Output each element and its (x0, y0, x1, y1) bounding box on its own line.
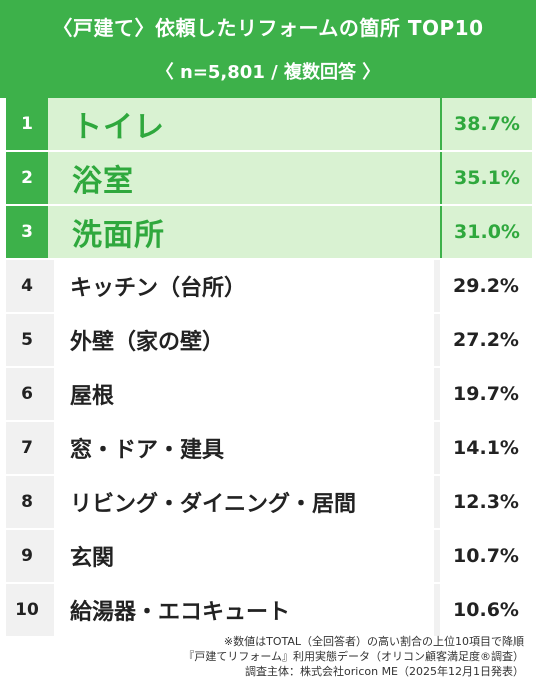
footnote-line: 『戸建てリフォーム』利用実態データ（オリコン顧客満足度®調査） (183, 650, 524, 663)
rank-number: 8 (21, 492, 33, 512)
percent-value: 10.6% (440, 584, 532, 636)
percent-value: 29.2% (440, 260, 532, 312)
rank-number: 6 (21, 384, 33, 404)
item-label: キッチン（台所） (54, 260, 434, 312)
percent-value: 10.7% (440, 530, 532, 582)
table-row: 8 リビング・ダイニング・居間 12.3% (6, 476, 532, 530)
percent-value: 27.2% (440, 314, 532, 366)
item-label: 洗面所 (54, 206, 434, 258)
percent-value: 12.3% (440, 476, 532, 528)
footnotes: ※数値はTOTAL（全回答者）の高い割合の上位10項目で降順 『戸建てリフォーム… (183, 634, 524, 679)
table-row: 5 外壁（家の壁） 27.2% (6, 314, 532, 368)
rank-number: 5 (21, 330, 33, 350)
chart-header: 〈戸建て〉依頼したリフォームの箇所 TOP10 〈 n=5,801 / 複数回答… (0, 0, 536, 98)
footnote-line: 調査主体：株式会社oricon ME（2025年12月1日発表） (245, 665, 524, 678)
percent-value: 31.0% (440, 206, 532, 258)
footnote-line: ※数値はTOTAL（全回答者）の高い割合の上位10項目で降順 (223, 635, 524, 648)
item-label: 屋根 (54, 368, 434, 420)
rank-number: 2 (6, 152, 48, 204)
table-row: 4 キッチン（台所） 29.2% (6, 260, 532, 314)
table-row: 10 給湯器・エコキュート 10.6% (6, 584, 532, 638)
table-row: 3 洗面所 31.0% (6, 206, 532, 260)
percent-value: 35.1% (440, 152, 532, 204)
item-label: トイレ (54, 98, 434, 150)
item-label: リビング・ダイニング・居間 (54, 476, 434, 528)
rank-number: 10 (15, 600, 39, 620)
chart-title: 〈戸建て〉依頼したリフォームの箇所 TOP10 (52, 16, 484, 40)
percent-value: 14.1% (440, 422, 532, 474)
item-label: 玄関 (54, 530, 434, 582)
table-row: 9 玄関 10.7% (6, 530, 532, 584)
percent-value: 19.7% (440, 368, 532, 420)
chart-subtitle: 〈 n=5,801 / 複数回答 〉 (155, 62, 381, 83)
table-row: 1 トイレ 38.7% (6, 98, 532, 152)
table-row: 7 窓・ドア・建具 14.1% (6, 422, 532, 476)
rank-number: 3 (6, 206, 48, 258)
item-label: 外壁（家の壁） (54, 314, 434, 366)
item-label: 給湯器・エコキュート (54, 584, 434, 636)
item-label: 窓・ドア・建具 (54, 422, 434, 474)
rank-number: 1 (6, 98, 48, 150)
item-label: 浴室 (54, 152, 434, 204)
table-row: 6 屋根 19.7% (6, 368, 532, 422)
rank-number: 4 (21, 276, 33, 296)
rank-number: 9 (21, 546, 33, 566)
percent-value: 38.7% (440, 98, 532, 150)
ranking-table: 1 トイレ 38.7% 2 浴室 35.1% 3 洗面所 31.0% 4 キッチン（台所） 29.2%… (6, 98, 532, 638)
rank-number: 7 (21, 438, 33, 458)
table-row: 2 浴室 35.1% (6, 152, 532, 206)
